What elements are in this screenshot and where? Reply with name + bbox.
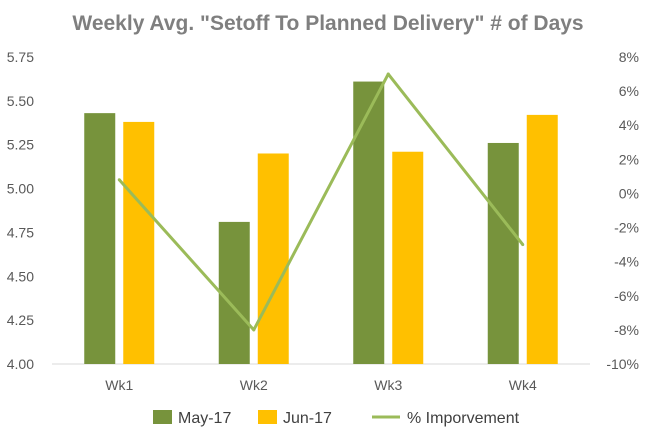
bar-jun-17-wk1	[123, 121, 155, 364]
bar-may-17-wk2	[218, 221, 250, 364]
right-tick-label: -8%	[614, 322, 639, 338]
left-tick-label: 4.25	[7, 312, 34, 328]
left-tick-label: 4.75	[7, 224, 34, 240]
line-point	[117, 178, 121, 182]
right-tick-label: -10%	[606, 356, 639, 372]
left-axis-ticks: 4.00 4.25 4.50 4.75 5.00 5.25 5.50 5.75	[7, 49, 34, 372]
category-label: Wk1	[105, 377, 133, 393]
legend-label: May-17	[178, 410, 231, 427]
category-label: Wk3	[374, 377, 402, 393]
category-label: Wk2	[240, 377, 268, 393]
line-series-improvement	[118, 72, 524, 332]
bar-may-17-wk4	[487, 142, 519, 364]
bar-jun-17-wk4	[526, 114, 558, 365]
bar-jun-17-wk2	[257, 153, 289, 364]
bar-may-17-wk1	[84, 113, 116, 364]
bar-jun-17-wk3	[392, 151, 424, 364]
right-tick-label: 8%	[619, 49, 639, 65]
right-tick-label: -4%	[614, 254, 639, 270]
left-tick-label: 5.25	[7, 137, 34, 153]
right-tick-label: 6%	[619, 83, 639, 99]
right-tick-label: -6%	[614, 288, 639, 304]
category-labels: Wk1 Wk2 Wk3 Wk4	[105, 377, 537, 393]
right-tick-label: 4%	[619, 117, 639, 133]
left-tick-label: 5.00	[7, 181, 34, 197]
bars-group	[84, 81, 558, 365]
left-tick-label: 5.50	[7, 93, 34, 109]
line-series-group	[117, 72, 525, 332]
left-tick-label: 5.75	[7, 49, 34, 65]
left-tick-label: 4.50	[7, 268, 34, 284]
right-axis-ticks: -10% -8% -6% -4% -2% 0% 2% 4% 6% 8%	[606, 49, 639, 372]
line-point	[386, 72, 390, 76]
line-point	[252, 328, 256, 332]
legend-label: % Imporvement	[407, 410, 520, 427]
category-label: Wk4	[509, 377, 537, 393]
bar-may-17-wk3	[353, 81, 385, 364]
chart-title: Weekly Avg. "Setoff To Planned Delivery"…	[72, 12, 583, 35]
left-tick-label: 4.00	[7, 356, 34, 372]
right-tick-label: 2%	[619, 151, 639, 167]
right-tick-label: -2%	[614, 220, 639, 236]
line-point	[521, 243, 525, 247]
legend-swatch	[153, 410, 172, 424]
legend: May-17 Jun-17 % Imporvement	[153, 410, 520, 427]
legend-label: Jun-17	[283, 410, 332, 427]
right-tick-label: 0%	[619, 185, 639, 201]
legend-swatch	[258, 410, 277, 424]
